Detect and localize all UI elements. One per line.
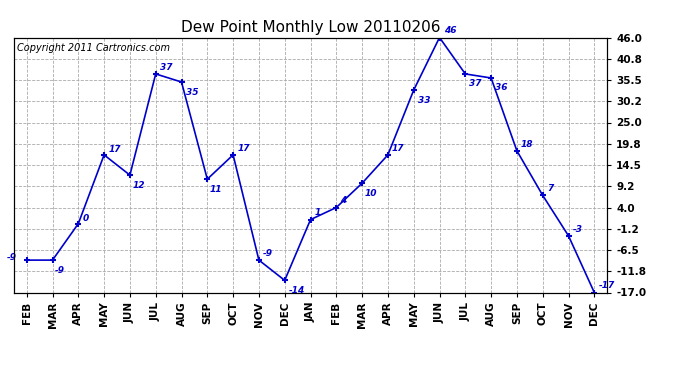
Title: Dew Point Monthly Low 20110206: Dew Point Monthly Low 20110206 xyxy=(181,20,440,35)
Text: 36: 36 xyxy=(495,84,508,93)
Text: 33: 33 xyxy=(418,96,431,105)
Text: -9: -9 xyxy=(263,249,273,258)
Text: 17: 17 xyxy=(392,144,404,153)
Text: 10: 10 xyxy=(365,189,377,198)
Text: 37: 37 xyxy=(469,80,482,88)
Text: 37: 37 xyxy=(160,63,172,72)
Text: 0: 0 xyxy=(83,214,89,223)
Text: Copyright 2011 Cartronics.com: Copyright 2011 Cartronics.com xyxy=(17,43,170,52)
Text: -17: -17 xyxy=(598,281,615,290)
Text: -9: -9 xyxy=(8,253,17,262)
Text: -3: -3 xyxy=(573,225,582,234)
Text: 1: 1 xyxy=(315,209,321,218)
Text: 46: 46 xyxy=(444,26,456,35)
Text: 17: 17 xyxy=(108,145,121,154)
Text: 17: 17 xyxy=(237,144,250,153)
Text: -9: -9 xyxy=(55,266,66,274)
Text: 7: 7 xyxy=(547,184,553,193)
Text: -14: -14 xyxy=(289,286,305,295)
Text: 4: 4 xyxy=(340,196,346,206)
Text: 18: 18 xyxy=(521,140,533,148)
Text: 11: 11 xyxy=(210,184,223,194)
Text: 12: 12 xyxy=(132,181,145,190)
Text: 35: 35 xyxy=(186,87,198,96)
